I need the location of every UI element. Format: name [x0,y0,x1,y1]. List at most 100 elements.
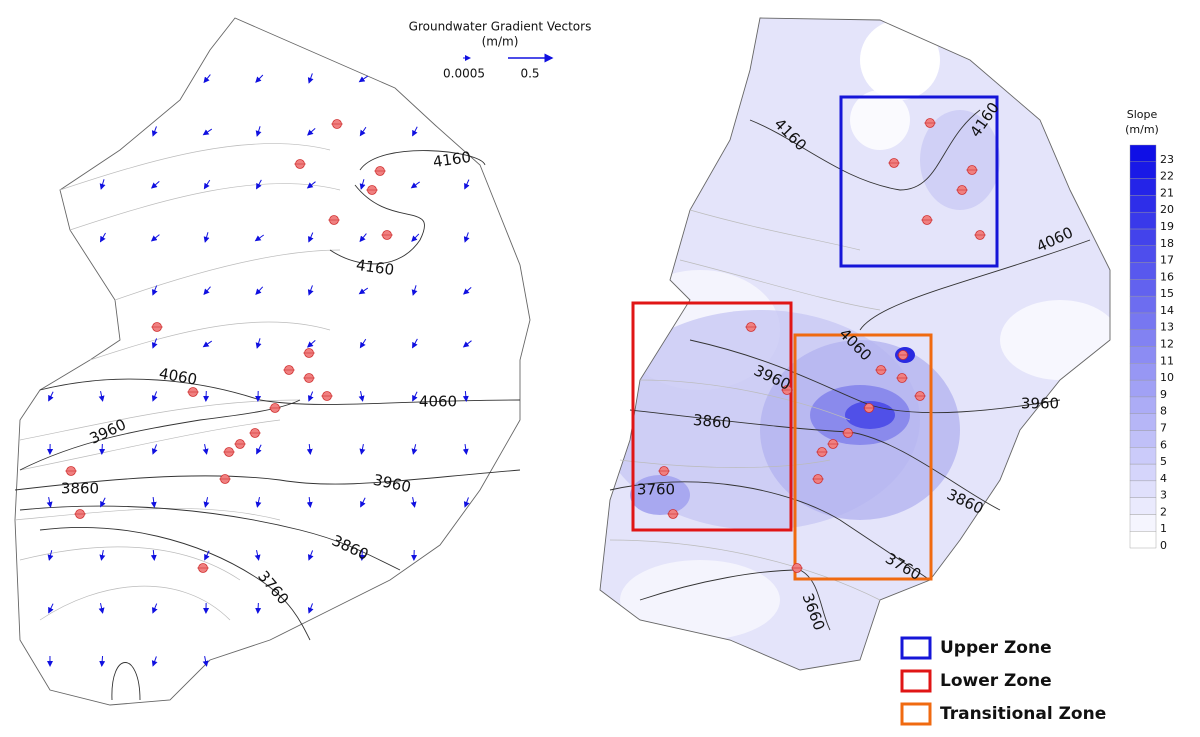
gradient-vector [410,497,417,508]
slope-swatch [1129,531,1157,549]
slope-label: 5 [1160,455,1167,468]
slope-swatch [1129,497,1157,515]
zone-label: Lower Zone [940,671,1052,691]
zone-legend: Upper Zone Lower Zone Transitional Zone [900,636,1106,726]
gradient-vector [255,338,262,349]
gradient-vector [254,234,265,242]
slope-swatch [1129,144,1157,162]
slope-label: 7 [1160,421,1167,434]
gradient-vector [151,285,158,296]
transitional-zone-box [793,333,933,581]
vector-scale-label: 0.0005 [443,67,485,81]
gradient-vector [359,179,366,190]
slope-swatch [1129,413,1157,431]
gradient-vector [306,496,313,508]
slope-label: 22 [1160,170,1174,183]
gradient-vector [411,233,420,242]
gradient-vector [202,444,209,455]
gradient-vector [307,603,314,614]
gradient-vector [411,444,418,455]
gradient-vector [410,181,420,189]
left-boundary [14,17,531,706]
contour-label: 4060 [419,393,457,411]
gradient-vector [150,181,160,189]
gradient-vector [411,285,418,296]
gradient-vector [308,232,314,243]
gradient-vector [48,391,54,402]
gradient-vector [255,497,262,508]
gradient-vector [359,233,367,243]
slope-label: 21 [1160,186,1174,199]
gradient-vector [255,602,262,614]
zone-swatch [900,636,932,660]
contour-label: 3860 [329,531,371,563]
gradient-vector [203,179,211,190]
gradient-vector [255,126,262,137]
slope-swatch [1129,262,1157,280]
slope-label: 17 [1160,254,1174,267]
slope-swatch [1129,279,1157,297]
gradient-vector [98,603,105,614]
gradient-vector [307,550,314,561]
gradient-vector [306,340,316,348]
gradient-vector [359,126,367,137]
gradient-vector [151,338,158,349]
slope-label: 16 [1160,270,1174,283]
zone-label: Transitional Zone [940,704,1106,724]
slope-label: 12 [1160,338,1174,351]
left-contours [14,143,521,701]
slope-swatch [1129,329,1157,347]
gradient-vector [99,232,106,243]
gradient-vector [254,550,261,561]
gradient-vector [359,338,367,349]
slope-label: 1 [1160,522,1167,535]
slope-label: 15 [1160,287,1174,300]
slope-swatch [1129,363,1157,381]
gradient-vector [202,656,209,667]
slope-label: 14 [1160,304,1174,317]
gradient-vector [255,286,264,295]
slope-label: 3 [1160,489,1167,502]
gradient-vector [202,128,213,136]
gradient-vector [256,179,262,190]
slope-swatch [1129,430,1157,448]
slope-label: 6 [1160,438,1167,451]
gradient-vector [307,73,314,84]
upper-zone-box [839,95,999,268]
slope-swatch [1129,312,1157,330]
slope-swatch [1129,447,1157,465]
slope-swatch [1129,295,1157,314]
gradient-vector [151,656,158,667]
gradient-vector [306,443,313,455]
slope-label: 11 [1160,354,1174,367]
slope-label: 20 [1160,203,1174,216]
vector-legend-title: Groundwater Gradient Vectors [409,20,592,34]
gradient-vector [358,391,365,402]
gradient-vector [151,444,158,455]
gradient-vector [99,550,106,561]
slope-label: 19 [1160,220,1174,233]
gradient-vector [47,550,54,561]
gradient-vector [412,338,418,349]
gradient-vector [462,390,469,402]
slope-swatch [1129,396,1157,414]
slope-swatch [1129,161,1157,179]
gradient-vector [307,127,316,136]
zone-label: Upper Zone [940,638,1052,658]
gradient-vector [462,443,469,455]
gradient-vector [255,74,264,83]
gradient-vector [358,287,369,295]
contour-label: 3960 [87,415,129,447]
contour-label: 3760 [637,481,675,499]
gradient-vector [150,496,157,508]
gradient-vector [203,232,210,243]
gradient-vector [152,603,158,614]
vector-scale-label: 0.5 [520,67,539,81]
zone-swatch [900,702,932,726]
gradient-vector [203,74,211,84]
contour-label: 4160 [432,148,472,171]
slope-swatch [1129,346,1157,364]
gradient-vector [463,497,470,508]
gradient-vector [412,391,418,402]
